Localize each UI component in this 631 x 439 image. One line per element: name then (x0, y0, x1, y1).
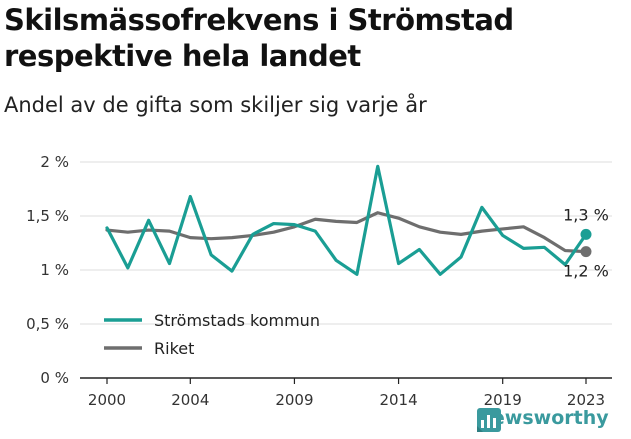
y-tick-label: 1,5 % (26, 207, 69, 225)
end-point-riket (580, 246, 592, 258)
newsworthy-brand: Newsworthy (476, 407, 609, 432)
series-line-riket (105, 211, 588, 254)
x-tick-label: 2019 (484, 391, 522, 409)
chart-subtitle: Andel av de gifta som skiljer sig varje … (4, 93, 427, 117)
end-point-stromstad (580, 228, 592, 240)
x-tick-label: 2000 (88, 391, 126, 409)
legend-label: Riket (154, 339, 194, 358)
chart-title: Skilsmässofrekvens i Strömstad respektiv… (4, 3, 514, 73)
x-tick-label: 2023 (567, 391, 605, 409)
legend-label: Strömstads kommun (154, 311, 320, 330)
y-tick-label: 0,5 % (26, 315, 69, 333)
y-tick-label: 2 % (40, 153, 69, 171)
y-tick-label: 0 % (40, 369, 69, 387)
x-tick-label: 2014 (379, 391, 417, 409)
end-value-label-stromstad: 1,3 % (563, 205, 609, 224)
x-tick-label: 2004 (171, 391, 209, 409)
y-tick-label: 1 % (40, 261, 69, 279)
brand-name: Newsworthy (476, 407, 609, 429)
bar-chart-logo-icon (477, 408, 501, 432)
end-value-label-riket: 1,2 % (563, 262, 609, 281)
x-tick-label: 2009 (275, 391, 313, 409)
series-line-stromstad (105, 164, 588, 276)
